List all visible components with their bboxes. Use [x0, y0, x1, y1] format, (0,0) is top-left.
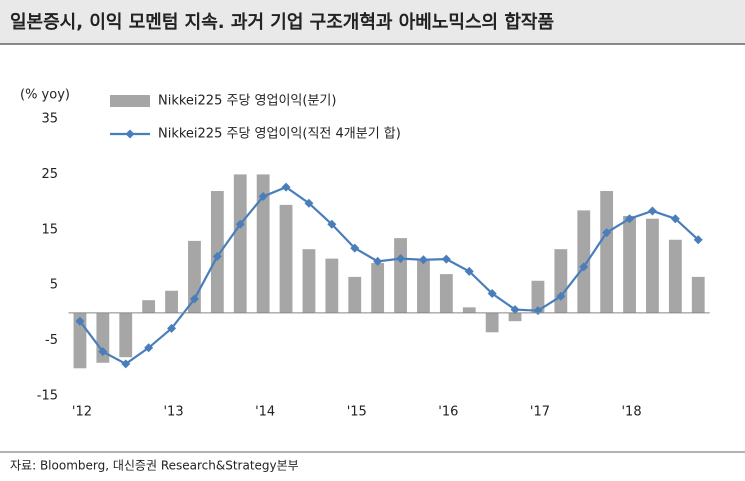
bar: [348, 276, 362, 313]
bar: [508, 312, 522, 322]
bar: [325, 258, 339, 313]
marker: [189, 294, 199, 304]
bar: [600, 191, 614, 313]
source: 자료: Bloomberg, 대신증권 Research&Strategy본부: [10, 459, 299, 473]
y-tick-label: -5: [45, 333, 58, 348]
marker: [464, 266, 474, 276]
y-tick-label: 15: [41, 222, 58, 237]
bar: [256, 174, 270, 313]
marker: [487, 289, 497, 299]
bar: [371, 263, 385, 313]
x-tick-label: '18: [621, 405, 641, 420]
line: [79, 185, 699, 366]
marker: [602, 228, 612, 238]
marker: [75, 316, 85, 326]
marker: [625, 214, 635, 224]
y-tick-label: 35: [41, 112, 58, 127]
marker: [556, 291, 566, 301]
bar: [554, 249, 568, 313]
title-band: [0, 0, 745, 44]
marker: [327, 219, 337, 229]
marker: [235, 219, 245, 229]
title: 일본증시, 이익 모멘텀 지속. 과거 기업 구조개혁과 아베노믹스의 합작품: [10, 11, 554, 33]
marker: [418, 255, 428, 265]
marker: [350, 243, 360, 253]
marker: [441, 254, 451, 264]
marker: [396, 254, 406, 264]
x-tick-label: '13: [163, 405, 183, 420]
bar: [165, 290, 178, 313]
bar: [439, 274, 453, 313]
marker: [98, 347, 108, 357]
legend-label: Nikkei225 주당 영업이익(분기): [158, 94, 336, 109]
marker: [121, 359, 131, 369]
bar: [142, 300, 156, 313]
bar: [646, 218, 659, 313]
bar: [302, 249, 316, 313]
y-axis-label: (% yoy): [20, 88, 70, 103]
bar: [623, 215, 636, 313]
bar: [394, 238, 407, 313]
marker: [258, 192, 268, 202]
bar: [119, 312, 133, 358]
legend-swatch: [110, 95, 150, 107]
x-tick-label: '12: [72, 405, 92, 420]
marker: [670, 214, 680, 224]
marker: [579, 262, 589, 272]
bar: [233, 174, 247, 313]
bar: [96, 312, 110, 363]
marker: [647, 206, 657, 216]
marker: [693, 235, 703, 245]
marker: [144, 343, 154, 353]
bar: [531, 280, 545, 313]
bar: [462, 307, 476, 313]
bar: [668, 239, 682, 313]
bar: [691, 276, 705, 313]
x-tick-label: '15: [347, 405, 367, 420]
marker: [212, 251, 222, 261]
legend-marker: [125, 129, 135, 139]
x-tick-label: '16: [438, 405, 458, 420]
bar: [417, 260, 430, 313]
marker: [510, 305, 520, 315]
marker: [281, 182, 291, 192]
marker: [167, 323, 177, 333]
bar: [279, 204, 293, 313]
marker: [304, 198, 314, 208]
y-tick-label: 5: [50, 278, 58, 293]
legend-label: Nikkei225 주당 영업이익(직전 4개분기 합): [158, 127, 401, 142]
x-tick-label: '17: [530, 405, 550, 420]
bar: [577, 210, 591, 313]
y-tick-label: -15: [37, 389, 58, 404]
y-tick-label: 25: [41, 167, 58, 182]
bar: [485, 312, 499, 333]
x-tick-label: '14: [255, 405, 275, 420]
marker: [373, 256, 383, 266]
